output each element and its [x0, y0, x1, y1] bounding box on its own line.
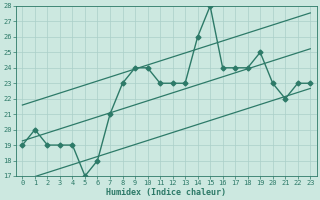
X-axis label: Humidex (Indice chaleur): Humidex (Indice chaleur)	[106, 188, 226, 197]
